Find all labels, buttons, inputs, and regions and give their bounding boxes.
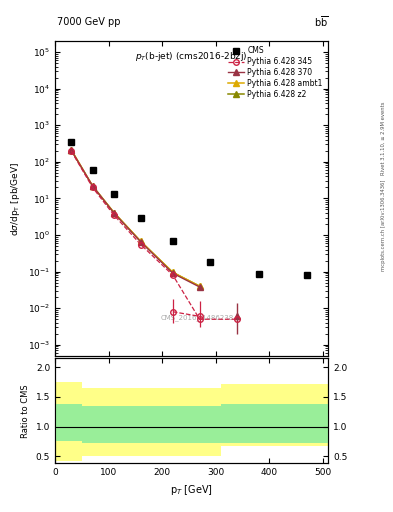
- Pythia 6.428 345: [138, 242, 143, 248]
- Pythia 6.428 ambt1: [138, 238, 143, 244]
- Pythia 6.428 345: [171, 272, 175, 278]
- Pythia 6.428 370: [138, 239, 143, 245]
- Pythia 6.428 345: [90, 184, 95, 190]
- Pythia 6.428 ambt1: [171, 269, 175, 275]
- Pythia 6.428 z2: [197, 283, 202, 289]
- Pythia 6.428 370: [90, 183, 95, 189]
- Pythia 6.428 z2: [138, 238, 143, 244]
- Pythia 6.428 ambt1: [69, 146, 73, 153]
- Pythia 6.428 370: [69, 147, 73, 153]
- Pythia 6.428 345: [112, 212, 116, 218]
- Y-axis label: Ratio to CMS: Ratio to CMS: [21, 384, 30, 438]
- Pythia 6.428 ambt1: [112, 209, 116, 216]
- Text: Rivet 3.1.10, ≥ 2.9M events: Rivet 3.1.10, ≥ 2.9M events: [381, 101, 386, 175]
- CMS: [90, 167, 95, 173]
- Text: CMS_2016_I1486238: CMS_2016_I1486238: [160, 315, 234, 322]
- X-axis label: p$_T$ [GeV]: p$_T$ [GeV]: [170, 483, 213, 497]
- Pythia 6.428 ambt1: [197, 283, 202, 289]
- Pythia 6.428 z2: [112, 209, 116, 216]
- CMS: [304, 272, 309, 278]
- Pythia 6.428 345: [69, 147, 73, 154]
- Line: CMS: CMS: [68, 138, 310, 279]
- Pythia 6.428 345: [235, 316, 239, 323]
- Pythia 6.428 z2: [171, 269, 175, 275]
- CMS: [256, 271, 261, 278]
- Line: Pythia 6.428 345: Pythia 6.428 345: [68, 148, 240, 322]
- CMS: [69, 139, 73, 145]
- Pythia 6.428 ambt1: [90, 183, 95, 189]
- Legend: CMS, Pythia 6.428 345, Pythia 6.428 370, Pythia 6.428 ambt1, Pythia 6.428 z2: CMS, Pythia 6.428 345, Pythia 6.428 370,…: [226, 45, 324, 100]
- Line: Pythia 6.428 370: Pythia 6.428 370: [68, 147, 202, 290]
- Line: Pythia 6.428 z2: Pythia 6.428 z2: [68, 147, 202, 289]
- Text: b$\overline{\rm b}$: b$\overline{\rm b}$: [314, 15, 328, 29]
- Pythia 6.428 345: [197, 316, 202, 323]
- Pythia 6.428 z2: [69, 146, 73, 153]
- Line: Pythia 6.428 ambt1: Pythia 6.428 ambt1: [68, 147, 202, 289]
- Pythia 6.428 370: [171, 270, 175, 276]
- Pythia 6.428 370: [112, 210, 116, 216]
- Pythia 6.428 370: [197, 284, 202, 290]
- CMS: [171, 238, 175, 244]
- CMS: [112, 191, 116, 197]
- Text: $p_T$(b-jet) (cms2016-2b2j): $p_T$(b-jet) (cms2016-2b2j): [135, 50, 248, 63]
- Text: 7000 GeV pp: 7000 GeV pp: [57, 17, 121, 27]
- CMS: [138, 215, 143, 221]
- Y-axis label: d$\sigma$/dp$_\mathrm{T}$ [pb/GeV]: d$\sigma$/dp$_\mathrm{T}$ [pb/GeV]: [9, 161, 22, 236]
- CMS: [208, 259, 213, 265]
- Pythia 6.428 z2: [90, 183, 95, 189]
- Text: mcplots.cern.ch [arXiv:1306.3436]: mcplots.cern.ch [arXiv:1306.3436]: [381, 180, 386, 271]
